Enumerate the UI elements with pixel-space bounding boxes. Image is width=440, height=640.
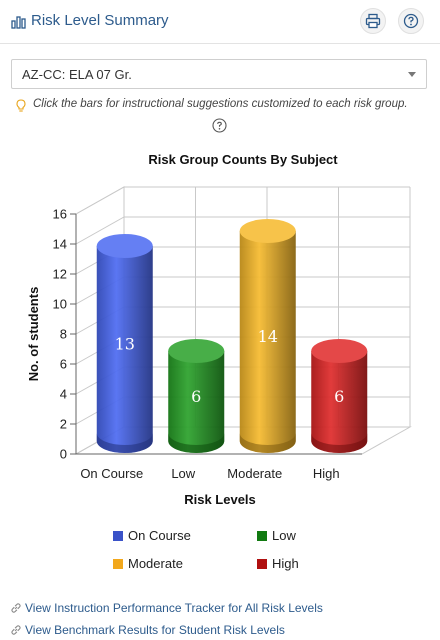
instruction-tracker-link-label: View Instruction Performance Tracker for… [25, 601, 323, 615]
page-title: Risk Level Summary [31, 12, 169, 29]
x-tick-label: Low [171, 466, 195, 481]
legend-label: High [272, 556, 299, 571]
print-button[interactable] [360, 8, 386, 34]
y-tick-label: 12 [53, 267, 67, 282]
y-axis-label: No. of students [26, 287, 41, 382]
bar-chart-icon [11, 15, 26, 29]
link-icon [11, 625, 21, 635]
y-tick-label: 8 [60, 327, 67, 342]
hint-row: Click the bars for instructional suggest… [16, 98, 428, 113]
benchmark-results-link[interactable]: View Benchmark Results for Student Risk … [10, 623, 285, 637]
question-icon [403, 13, 419, 29]
y-tick-label: 10 [53, 297, 67, 312]
bar-value-label: 6 [191, 387, 201, 406]
legend-item-high[interactable]: High [257, 556, 299, 571]
bar-value-label: 13 [115, 335, 135, 354]
y-tick-label: 4 [60, 387, 67, 402]
legend-item-low[interactable]: Low [257, 528, 296, 543]
bar-value-label: 6 [334, 387, 344, 406]
printer-icon [365, 13, 381, 29]
hint-text: Click the bars for instructional suggest… [33, 98, 408, 110]
bar-on-course[interactable]: 13 [96, 234, 153, 453]
bar-value-label: 14 [258, 327, 278, 346]
legend-item-moderate[interactable]: Moderate [113, 556, 183, 571]
legend-label: On Course [128, 528, 191, 543]
legend-label: Low [272, 528, 296, 543]
help-button[interactable] [398, 8, 424, 34]
benchmark-results-link-label: View Benchmark Results for Student Risk … [25, 623, 285, 637]
legend-swatch [257, 530, 267, 541]
question-icon[interactable] [212, 118, 227, 133]
title-wrap: Risk Level Summary [11, 12, 169, 29]
bar-moderate[interactable]: 14 [239, 219, 296, 453]
lightbulb-icon [16, 99, 26, 112]
link-icon [11, 603, 21, 613]
chevron-down-icon [408, 72, 416, 77]
legend-swatch [113, 530, 123, 541]
x-axis-label: Risk Levels [184, 492, 256, 507]
legend-item-on-course[interactable]: On Course [113, 528, 191, 543]
instruction-tracker-link[interactable]: View Instruction Performance Tracker for… [10, 601, 323, 615]
panel-header: Risk Level Summary [0, 0, 440, 44]
subject-select[interactable]: AZ-CC: ELA 07 Gr. [11, 59, 427, 89]
y-tick-label: 6 [60, 357, 67, 372]
legend-swatch [113, 558, 123, 569]
y-tick-label: 16 [53, 207, 67, 222]
bar-high[interactable]: 6 [311, 339, 368, 453]
chart-title: Risk Group Counts By Subject [148, 152, 338, 167]
y-tick-label: 0 [60, 447, 67, 462]
subject-select-value: AZ-CC: ELA 07 Gr. [22, 66, 132, 82]
risk-chart: Risk Group Counts By Subject 0 2 4 6 8 10 12 14… [26, 152, 412, 507]
legend-swatch [257, 558, 267, 569]
x-tick-label: High [313, 466, 340, 481]
x-tick-label: On Course [80, 466, 143, 481]
x-tick-label: Moderate [227, 466, 282, 481]
bar-low[interactable]: 6 [168, 339, 225, 453]
legend-label: Moderate [128, 556, 183, 571]
y-tick-label: 14 [53, 237, 67, 252]
y-tick-label: 2 [60, 417, 67, 432]
